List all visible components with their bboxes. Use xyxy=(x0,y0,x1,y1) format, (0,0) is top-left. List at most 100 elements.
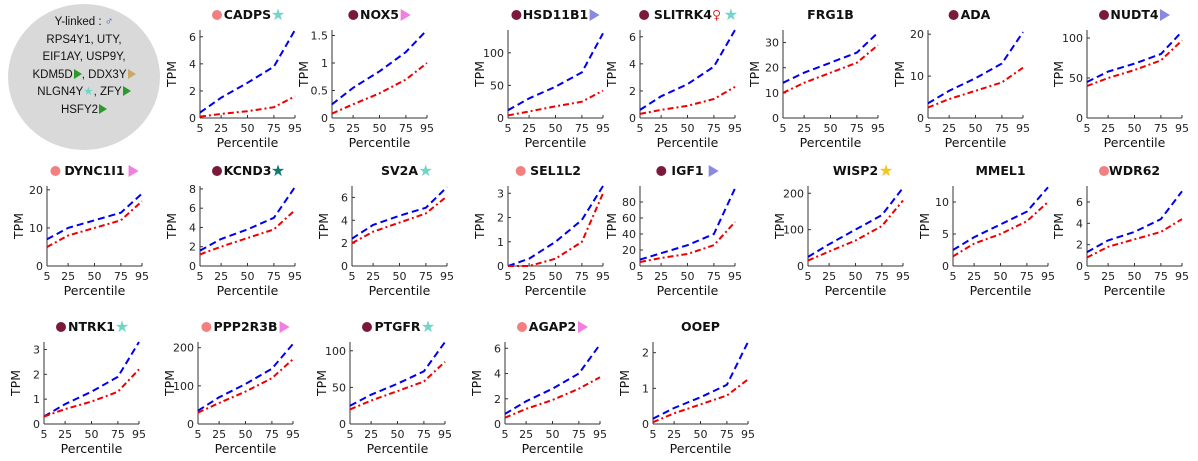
x-tick-label: 95 xyxy=(135,270,149,283)
x-axis-label: Percentile xyxy=(61,441,123,456)
legend-gene-zfy: , ZFY xyxy=(93,86,122,98)
x-tick-label: 95 xyxy=(871,122,885,135)
x-tick-label: 25 xyxy=(522,270,536,283)
chart-panel: 0 0.5 1 1.5 5 25 50 75 95 Percentile TPM NOX5 xyxy=(296,7,434,150)
y-axis-label: TPM xyxy=(472,61,487,88)
light-dot-icon xyxy=(515,166,526,176)
x-tick-label: 5 xyxy=(1084,122,1091,135)
x-tick-label: 75 xyxy=(111,428,125,441)
series-line-red xyxy=(639,86,736,115)
chart-title: NTRK1 xyxy=(68,319,115,334)
y-tick-label: 20 xyxy=(765,62,779,75)
x-tick-label: 95 xyxy=(728,270,742,283)
chart-panel: 0 10 20 30 5 25 50 75 95 Percentile TPM FRG1B xyxy=(747,7,885,150)
chart-title: SV2A xyxy=(381,163,418,178)
y-tick-label: 100 xyxy=(783,224,804,237)
series-line-red xyxy=(1086,39,1183,87)
x-tick-label: 75 xyxy=(1020,270,1034,283)
x-tick-label: 75 xyxy=(575,270,589,283)
y-axis-label: TPM xyxy=(164,213,179,240)
y-tick-label: 60 xyxy=(622,212,636,225)
chart-panel: 0 1 2 3 5 25 50 75 95 Percentile TPM NTRK1 ★ xyxy=(8,317,146,456)
dark-dot-icon xyxy=(212,166,222,176)
dark-dot-icon xyxy=(1099,10,1109,20)
x-tick-label: 5 xyxy=(41,428,48,441)
series-line-red xyxy=(639,221,736,263)
chart-panel: 0 50 100 5 25 50 75 95 Percentile TPM NUDT4 xyxy=(1051,7,1189,150)
x-tick-label: 50 xyxy=(85,428,99,441)
light-dot-icon xyxy=(1099,166,1109,176)
x-axis-label: Percentile xyxy=(217,135,279,150)
y-tick-label: 0 xyxy=(1076,112,1083,125)
y-axis-label: TPM xyxy=(892,61,907,88)
y-tick-label: 0 xyxy=(1076,260,1083,273)
x-tick-label: 5 xyxy=(349,270,356,283)
x-tick-label: 95 xyxy=(593,428,607,441)
x-axis-label: Percentile xyxy=(800,135,862,150)
series-line-blue xyxy=(807,187,904,258)
dark-dot-icon xyxy=(362,322,372,332)
legend-line-4: KDM5D , DDX3Y xyxy=(8,67,160,85)
series-line-blue xyxy=(504,343,601,415)
y-tick-label: 2 xyxy=(1076,239,1083,252)
x-tick-label: 95 xyxy=(420,122,434,135)
x-tick-label: 50 xyxy=(849,270,863,283)
y-tick-label: 100 xyxy=(483,47,504,60)
x-tick-label: 75 xyxy=(572,428,586,441)
x-tick-label: 95 xyxy=(288,122,302,135)
y-axis-label: TPM xyxy=(164,61,179,88)
y-tick-label: 2 xyxy=(189,85,196,98)
x-axis-label: Percentile xyxy=(64,283,126,298)
y-axis-label: TPM xyxy=(472,213,487,240)
legend-line-6: HSFY2 xyxy=(8,102,160,120)
series-line-red xyxy=(197,358,294,414)
y-tick-label: 0 xyxy=(189,260,196,273)
x-axis-label: Percentile xyxy=(367,441,429,456)
chart-title: IGF1 xyxy=(671,163,703,178)
dark-dot-icon xyxy=(948,10,959,20)
series-line-red xyxy=(351,195,448,244)
x-tick-label: 25 xyxy=(1101,270,1115,283)
y-axis-label: TPM xyxy=(296,61,311,88)
x-tick-label: 25 xyxy=(364,428,378,441)
series-line-blue xyxy=(952,186,1049,251)
x-tick-label: 5 xyxy=(925,122,932,135)
triangle-icon xyxy=(708,165,719,177)
chart-title: FRG1B xyxy=(807,7,854,22)
y-tick-label: 100 xyxy=(325,345,346,358)
y-tick-label: 80 xyxy=(622,196,636,209)
x-tick-label: 50 xyxy=(1128,122,1142,135)
y-tick-label: 0 xyxy=(341,260,348,273)
y-tick-label: 2 xyxy=(494,393,501,406)
x-tick-label: 5 xyxy=(195,428,202,441)
chart-title: SEL1L2 xyxy=(530,163,581,178)
female-symbol-icon: ♀ xyxy=(712,7,721,22)
legend-line-5: NLGN4Y★, ZFY xyxy=(8,84,160,102)
legend-title: Y-linked : xyxy=(54,16,105,28)
series-line-blue xyxy=(507,185,604,267)
chart-panel: 0 50 100 5 25 50 75 95 Percentile TPM PTGFR ★ xyxy=(314,317,452,456)
x-tick-label: 5 xyxy=(197,270,204,283)
x-tick-label: 50 xyxy=(969,122,983,135)
legend-gene-ddx3y: , DDX3Y xyxy=(81,68,127,81)
green-triangle-icon xyxy=(99,103,108,114)
x-tick-label: 25 xyxy=(942,122,956,135)
chart-title: HSD11B1 xyxy=(523,7,588,22)
x-axis-label: Percentile xyxy=(657,135,719,150)
x-axis-label: Percentile xyxy=(825,283,887,298)
y-tick-label: 20 xyxy=(910,28,924,41)
y-tick-label: 0 xyxy=(339,418,346,431)
series-line-red xyxy=(952,201,1049,258)
triangle-icon xyxy=(400,9,411,21)
x-tick-label: 95 xyxy=(440,270,454,283)
legend-line-1: Y-linked : ♂ xyxy=(8,14,160,32)
series-line-blue xyxy=(46,192,143,241)
series-line-red xyxy=(43,368,140,418)
y-axis-label: TPM xyxy=(604,61,619,88)
y-tick-label: 0 xyxy=(629,112,636,125)
x-axis-label: Percentile xyxy=(522,441,584,456)
y-tick-label: 0 xyxy=(33,418,40,431)
chart-title: CADPS xyxy=(224,7,271,22)
